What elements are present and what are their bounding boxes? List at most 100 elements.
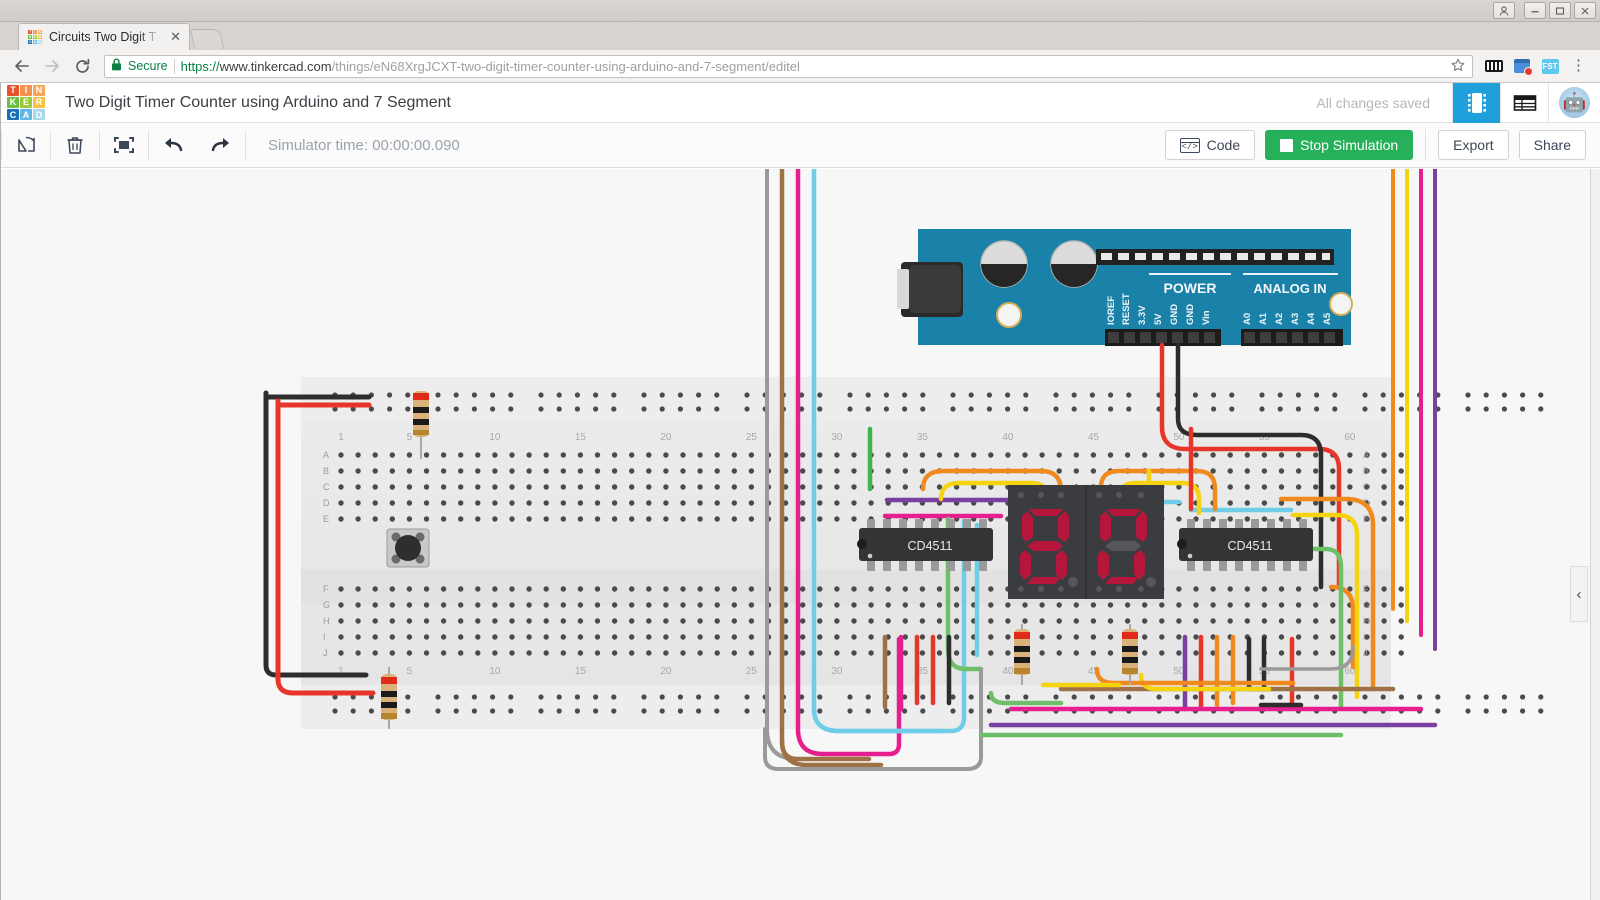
breadboard-hole[interactable] [526, 468, 532, 474]
breadboard-hole[interactable] [1210, 452, 1216, 458]
breadboard-hole[interactable] [950, 406, 956, 412]
breadboard-hole[interactable] [440, 602, 447, 608]
breadboard-hole[interactable] [594, 602, 601, 608]
breadboard-hole[interactable] [1417, 694, 1423, 700]
breadboard-hole[interactable] [389, 484, 395, 490]
breadboard[interactable] [301, 377, 1391, 729]
breadboard-hole[interactable] [611, 602, 618, 608]
breadboard-hole[interactable] [902, 392, 908, 398]
breadboard-hole[interactable] [902, 586, 908, 592]
breadboard-hole[interactable] [817, 392, 823, 398]
breadboard-hole[interactable] [714, 392, 720, 398]
breadboard-hole[interactable] [680, 586, 686, 592]
breadboard-hole[interactable] [423, 634, 430, 640]
breadboard-hole[interactable] [1053, 694, 1059, 700]
breadboard-hole[interactable] [714, 406, 720, 412]
breadboard-hole[interactable] [372, 634, 378, 640]
breadboard-hole[interactable] [1159, 602, 1165, 608]
breadboard-hole[interactable] [543, 586, 549, 592]
breadboard-hole[interactable] [1090, 618, 1097, 624]
breadboard-hole[interactable] [611, 516, 618, 522]
breadboard-hole[interactable] [800, 634, 806, 640]
breadboard-hole[interactable] [475, 650, 481, 656]
breadboard-hole[interactable] [800, 452, 806, 458]
breadboard-hole[interactable] [1156, 694, 1162, 700]
breadboard-hole[interactable] [953, 602, 960, 608]
share-button[interactable]: Share [1518, 130, 1586, 160]
breadboard-hole[interactable] [1330, 516, 1336, 522]
breadboard-hole[interactable] [1124, 602, 1131, 608]
breadboard-hole[interactable] [1244, 516, 1251, 522]
breadboard-hole[interactable] [817, 650, 823, 656]
breadboard-hole[interactable] [423, 602, 430, 608]
breadboard-hole[interactable] [1313, 452, 1319, 458]
breadboard-hole[interactable] [988, 634, 994, 640]
fst-extension-icon[interactable]: FST [1537, 53, 1563, 79]
breadboard-hole[interactable] [423, 500, 430, 506]
breadboard-hole[interactable] [372, 452, 378, 458]
breadboard-hole[interactable] [509, 650, 515, 656]
breadboard-hole[interactable] [883, 392, 890, 398]
breadboard-hole[interactable] [1520, 708, 1526, 714]
breadboard-hole[interactable] [680, 500, 686, 506]
breadboard-hole[interactable] [1176, 634, 1182, 640]
breadboard-hole[interactable] [560, 452, 566, 458]
breadboard-hole[interactable] [697, 452, 703, 458]
breadboard-hole[interactable] [800, 468, 806, 474]
breadboard-hole[interactable] [475, 602, 481, 608]
breadboard-hole[interactable] [744, 392, 750, 398]
breadboard-hole[interactable] [1210, 602, 1216, 608]
breadboard-hole[interactable] [953, 634, 960, 640]
panel-collapse-toggle[interactable]: ‹ [1570, 566, 1588, 622]
breadboard-hole[interactable] [1465, 708, 1471, 714]
breadboard-hole[interactable] [629, 634, 635, 640]
breadboard-hole[interactable] [1159, 634, 1165, 640]
breadboard-hole[interactable] [538, 392, 544, 398]
breadboard-hole[interactable] [696, 392, 702, 398]
breadboard-hole[interactable] [851, 634, 857, 640]
breadboard-hole[interactable] [1244, 618, 1251, 624]
breadboard-hole[interactable] [338, 500, 344, 506]
breadboard-hole[interactable] [646, 468, 652, 474]
breadboard-hole[interactable] [1159, 650, 1165, 656]
breadboard-hole[interactable] [1210, 618, 1216, 624]
breadboard-hole[interactable] [1483, 392, 1489, 398]
breadboard-hole[interactable] [1073, 602, 1080, 608]
breadboard-hole[interactable] [560, 634, 566, 640]
breadboard-hole[interactable] [471, 708, 477, 714]
breadboard-hole[interactable] [490, 406, 496, 412]
breadboard-hole[interactable] [1259, 694, 1265, 700]
breadboard-hole[interactable] [1176, 452, 1182, 458]
breadboard-hole[interactable] [1227, 618, 1233, 624]
breadboard-hole[interactable] [405, 392, 411, 398]
cd4511-right[interactable]: CD4511 [1177, 519, 1313, 571]
breadboard-hole[interactable] [1056, 634, 1062, 640]
breadboard-hole[interactable] [663, 516, 669, 522]
breadboard-hole[interactable] [526, 500, 532, 506]
breadboard-hole[interactable] [1108, 406, 1114, 412]
breadboard-hole[interactable] [1210, 586, 1216, 592]
breadboard-hole[interactable] [1364, 484, 1370, 490]
breadboard-hole[interactable] [350, 694, 356, 700]
breadboard-hole[interactable] [475, 484, 481, 490]
breadboard-hole[interactable] [714, 452, 720, 458]
breadboard-hole[interactable] [834, 484, 840, 490]
breadboard-hole[interactable] [453, 392, 459, 398]
breadboard-hole[interactable] [405, 406, 411, 412]
breadboard-hole[interactable] [731, 602, 737, 608]
breadboard-hole[interactable] [659, 392, 665, 398]
breadboard-hole[interactable] [1056, 618, 1062, 624]
breadboard-hole[interactable] [988, 484, 994, 490]
breadboard-hole[interactable] [440, 500, 447, 506]
breadboard-hole[interactable] [865, 406, 871, 412]
breadboard-hole[interactable] [509, 602, 515, 608]
breadboard-hole[interactable] [1176, 586, 1182, 592]
breadboard-hole[interactable] [1330, 484, 1336, 490]
breadboard-hole[interactable] [1261, 618, 1268, 624]
breadboard-hole[interactable] [936, 650, 943, 656]
breadboard-hole[interactable] [1126, 694, 1132, 700]
breadboard-hole[interactable] [1227, 484, 1233, 490]
breadboard-hole[interactable] [1277, 406, 1283, 412]
breadboard-hole[interactable] [847, 708, 853, 714]
cd4511-left[interactable]: CD4511 [857, 519, 993, 571]
